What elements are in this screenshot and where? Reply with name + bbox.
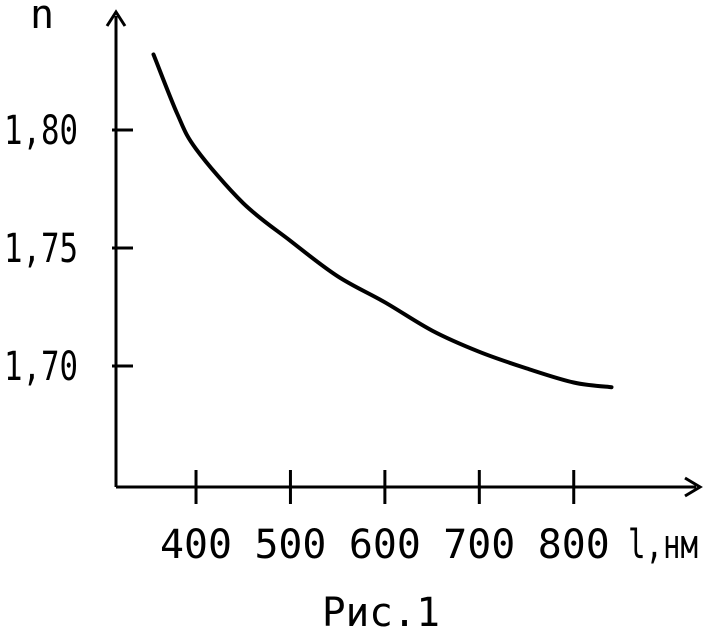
x-tick-label: 400 — [160, 522, 232, 568]
x-tick-label: 700 — [443, 522, 515, 568]
y-tick-label: 1,80 — [4, 108, 78, 154]
y-axis-label: n — [30, 0, 54, 38]
x-tick-label: 800 — [538, 522, 610, 568]
x-tick-label: 500 — [254, 522, 326, 568]
x-tick-label: 600 — [349, 522, 421, 568]
series-layer — [151, 52, 614, 390]
axes — [105, 9, 703, 498]
y-tick-label: 1,75 — [4, 226, 78, 272]
y-axis-arrow — [105, 9, 127, 27]
series-line — [151, 52, 614, 390]
x-axis-label: l,нм — [628, 522, 698, 568]
x-axis-arrow — [684, 476, 703, 498]
y-tick-label: 1,70 — [4, 344, 78, 390]
ticks: 400 500 600 700 800 1,70 1,75 1,80 — [4, 108, 610, 568]
figure-caption: Рис.1 — [322, 590, 440, 634]
